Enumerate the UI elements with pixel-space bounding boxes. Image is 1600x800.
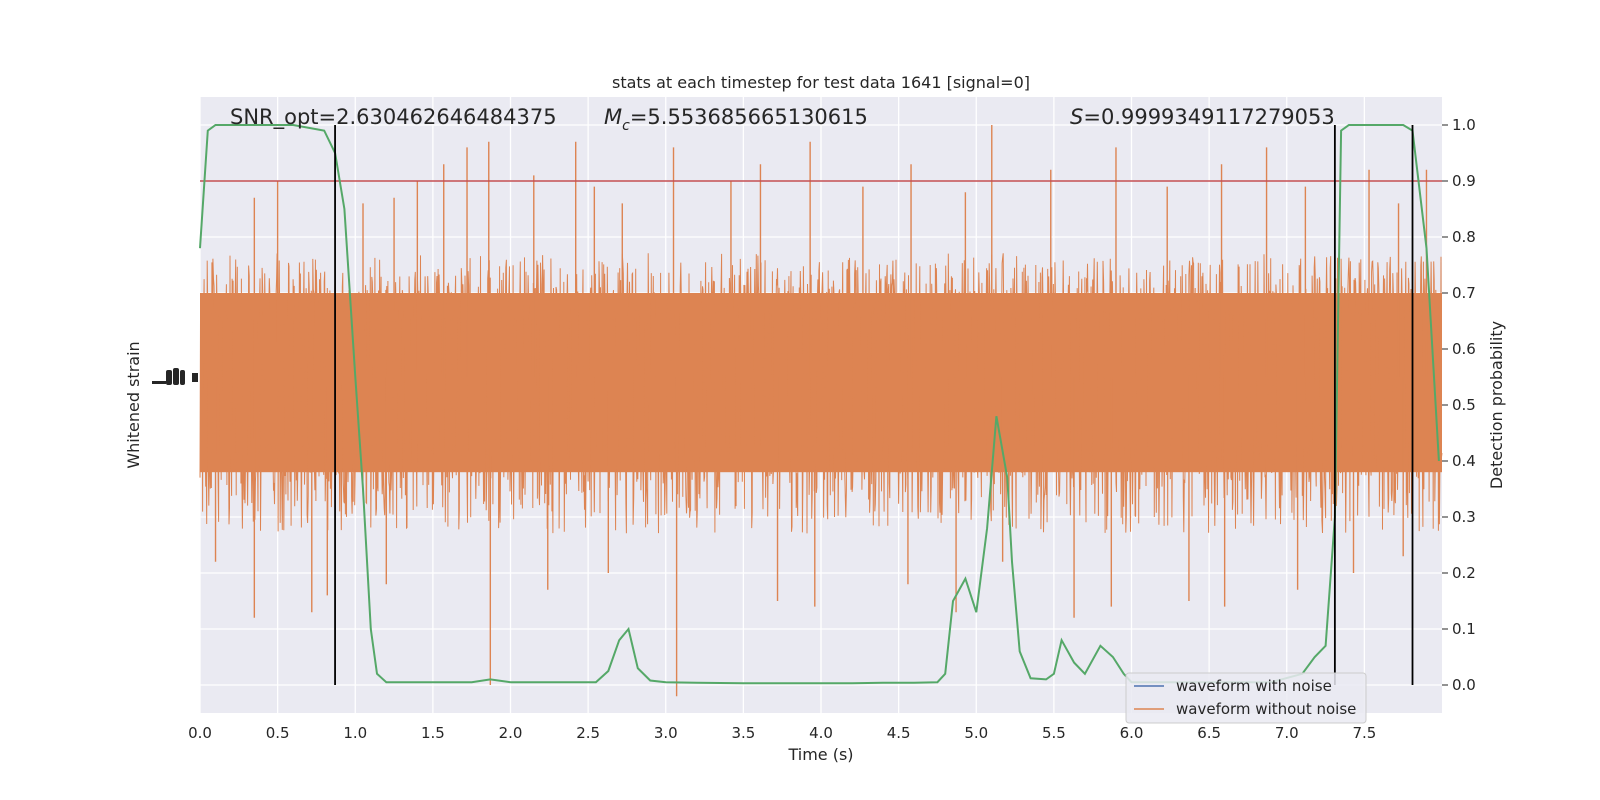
y-tick-label: 0.5: [1452, 396, 1476, 414]
x-tick-label: 4.0: [809, 724, 833, 742]
x-tick-label: 1.5: [421, 724, 445, 742]
x-tick-label: 4.5: [887, 724, 911, 742]
noise-trace: [199, 125, 1443, 697]
legend-box: [1125, 672, 1367, 724]
x-tick-label: 7.0: [1275, 724, 1299, 742]
snr-annotation: SNR_opt=2.630462646484375: [230, 105, 557, 130]
x-tick-label: 6.0: [1120, 724, 1144, 742]
mc-symbol: M: [604, 105, 622, 129]
y-tick-label: 0.4: [1452, 452, 1476, 470]
x-tick-label: 2.5: [576, 724, 600, 742]
noise-path: [199, 253, 1443, 534]
x-tick-label: 0.5: [266, 724, 290, 742]
s-value: =0.9999349117279053: [1083, 105, 1334, 129]
x-tick-label: 3.5: [731, 724, 755, 742]
x-tick-label: 0.0: [188, 724, 212, 742]
x-axis-title: Time (s): [787, 745, 853, 764]
vertical-markers: [334, 125, 1414, 685]
right-y-ticks: 0.0 0.1 0.2 0.3 0.4 0.5 0.6 0.7 0.8 0.9 1.0: [1442, 116, 1476, 694]
mc-annotation: Mc=5.553685665130615: [604, 105, 868, 134]
x-tick-label: 5.5: [1042, 724, 1066, 742]
y-tick-label: 0.6: [1452, 340, 1476, 358]
y-tick-label: 0.2: [1452, 564, 1476, 582]
right-y-axis-title: Detection probability: [1487, 321, 1506, 489]
s-symbol: S: [1070, 105, 1083, 129]
y-tick-label: 0.8: [1452, 228, 1476, 246]
left-tick-label-cluster: [152, 368, 198, 385]
x-tick-label: 1.0: [343, 724, 367, 742]
x-tick-label: 2.0: [499, 724, 523, 742]
legend: waveform with noise waveform without noi…: [1125, 672, 1367, 724]
legend-label-with-noise: waveform with noise: [1176, 677, 1332, 695]
y-tick-label: 0.3: [1452, 508, 1476, 526]
legend-label-without-noise: waveform without noise: [1176, 700, 1356, 718]
x-tick-label: 6.5: [1197, 724, 1221, 742]
y-tick-label: 1.0: [1452, 116, 1476, 134]
mc-value: =5.553685665130615: [630, 105, 868, 129]
x-tick-label: 7.5: [1352, 724, 1376, 742]
y-tick-label: 0.7: [1452, 284, 1476, 302]
x-tick-label: 3.0: [654, 724, 678, 742]
mc-subscript: c: [622, 118, 630, 134]
chart-title: stats at each timestep for test data 164…: [612, 73, 1030, 92]
y-tick-label: 0.1: [1452, 620, 1476, 638]
left-y-axis-title: Whitened strain: [124, 341, 143, 468]
x-tick-label: 5.0: [964, 724, 988, 742]
y-tick-label: 0.9: [1452, 172, 1476, 190]
y-tick-label: 0.0: [1452, 676, 1476, 694]
s-annotation: S=0.9999349117279053: [1070, 105, 1335, 129]
x-ticks: 0.0 0.5 1.0 1.5 2.0 2.5 3.0 3.5 4.0 4.5 5.0 5.5 6.0 6…: [188, 724, 1376, 742]
